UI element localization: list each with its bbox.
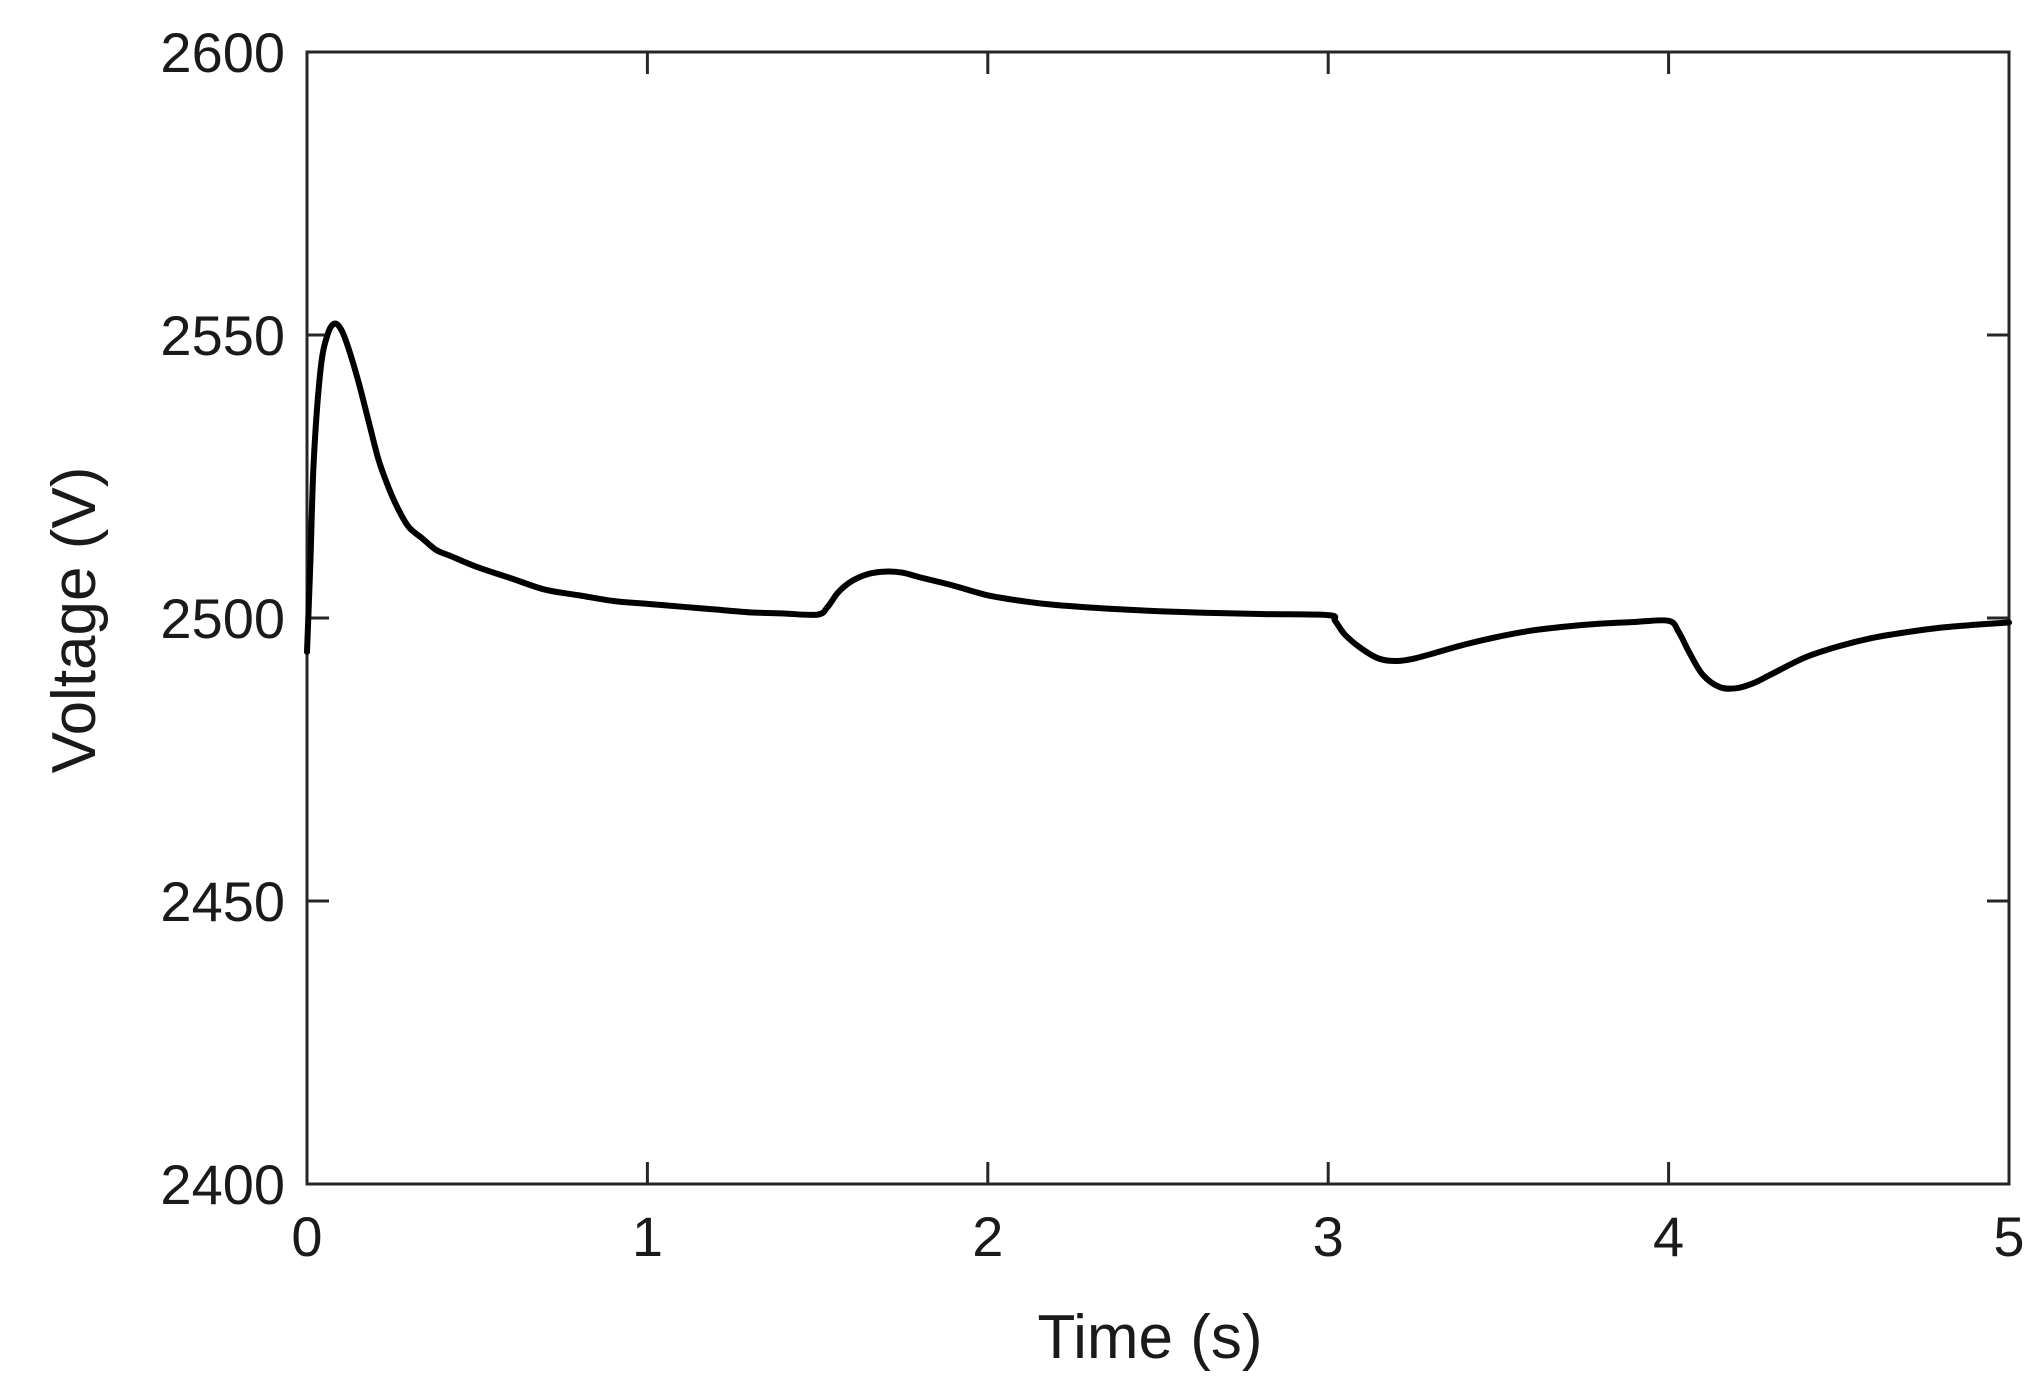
x-tick-label: 4 <box>1653 1205 1684 1268</box>
x-tick-label: 5 <box>1993 1205 2024 1268</box>
y-tick-label: 2600 <box>160 21 285 84</box>
y-tick-label: 2550 <box>160 304 285 367</box>
x-tick-label: 0 <box>291 1205 322 1268</box>
x-axis-tick-labels: 0 1 2 3 4 5 <box>291 1205 2024 1268</box>
x-tick-label: 3 <box>1313 1205 1344 1268</box>
y-axis-tick-labels: 2400 2450 2500 2550 2600 <box>160 21 285 1216</box>
x-axis-label: Time (s) <box>1038 1303 1263 1372</box>
x-tick-label: 1 <box>632 1205 663 1268</box>
y-tick-label: 2450 <box>160 870 285 933</box>
y-axis-ticks <box>307 50 2009 1186</box>
plot-frame <box>305 50 2011 1186</box>
y-tick-label: 2500 <box>160 587 285 650</box>
y-tick-label: 2400 <box>160 1153 285 1216</box>
x-axis-ticks <box>305 52 2011 1184</box>
voltage-series-line <box>304 320 2012 692</box>
x-tick-label: 2 <box>972 1205 1003 1268</box>
y-axis-label: Voltage (V) <box>40 467 109 774</box>
